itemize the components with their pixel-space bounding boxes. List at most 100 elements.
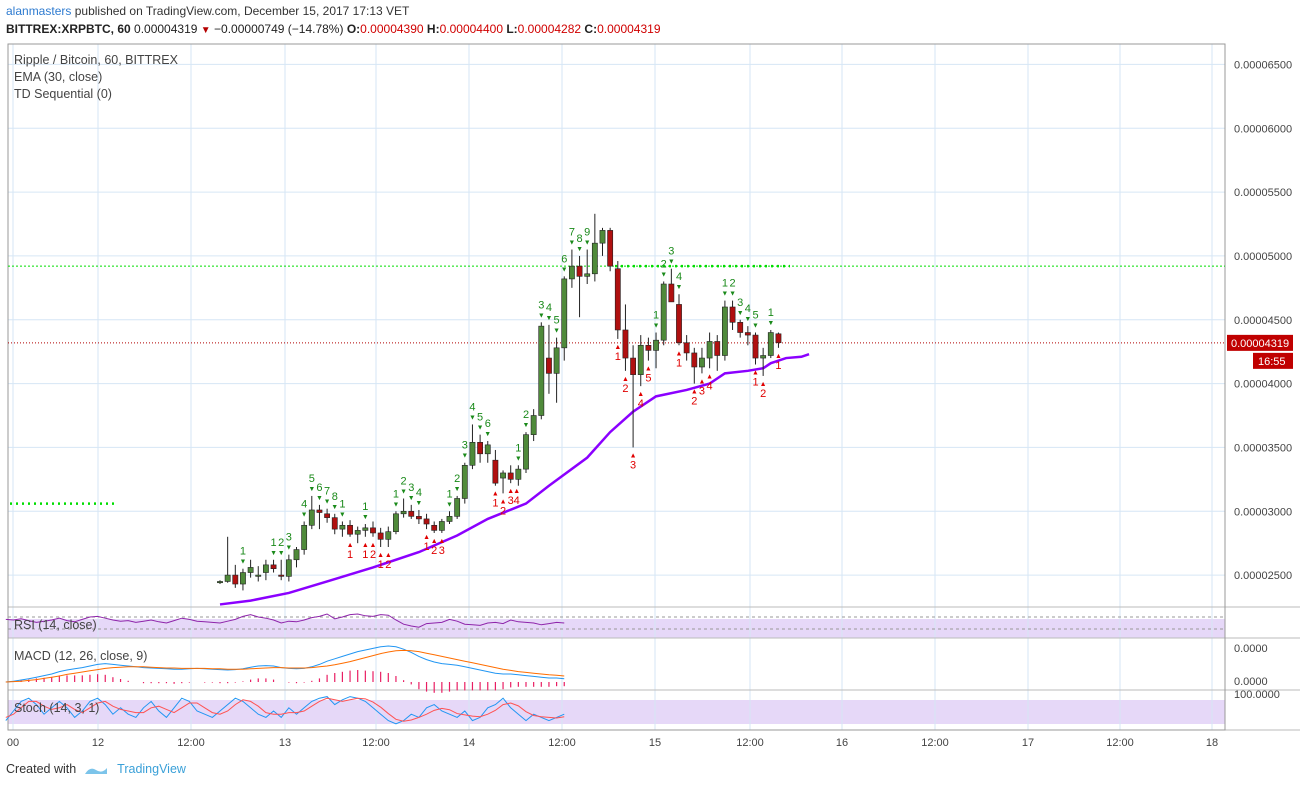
symbol-info-bar: BITTREX:XRPBTC, 60 0.00004319 ▼ −0.00000… (6, 22, 661, 36)
candle-body (217, 581, 223, 584)
td-sell-marker: ▼ (653, 323, 660, 330)
chart-border (7, 43, 1226, 731)
candle-body (576, 265, 583, 277)
countdown-badge (1253, 352, 1293, 369)
candle-body (377, 532, 384, 540)
candle-body (683, 342, 690, 354)
td-buy-marker: ▲ (507, 488, 514, 495)
candle-body (622, 329, 629, 359)
stoch-legend[interactable]: Stoch (14, 3, 1) (14, 701, 100, 715)
td-legend[interactable]: TD Sequential (0) (14, 87, 112, 101)
candle-body (324, 513, 330, 518)
td-buy-count: 3 (439, 545, 445, 557)
y-tick-label: 0.00006000 (1234, 123, 1292, 135)
y-tick-label: 0.00005000 (1234, 251, 1292, 263)
td-buy-marker: ▲ (676, 350, 683, 357)
td-sell-count: 4 (676, 271, 682, 283)
tradingview-brand-link[interactable]: TradingView (117, 762, 186, 776)
td-sell-marker: ▼ (400, 488, 407, 495)
td-buy-marker: ▲ (377, 552, 384, 559)
td-sell-marker: ▼ (584, 240, 591, 247)
candle-body (316, 509, 323, 513)
td-sell-count: 2 (454, 473, 460, 485)
y-tick-label: 0.00002500 (1234, 570, 1292, 582)
candle-body (240, 572, 246, 585)
open-label: O: (346, 22, 361, 36)
td-buy-marker: ▲ (698, 378, 705, 385)
candle-body (255, 574, 262, 577)
td-sell-marker: ▼ (515, 455, 522, 462)
candle-body (347, 524, 353, 535)
td-sell-marker: ▼ (737, 310, 744, 317)
main-series-legend[interactable]: Ripple / Bitcoin, 60, BITTREX (14, 53, 178, 67)
td-buy-count: 4 (707, 380, 713, 392)
td-sell-count: 2 (523, 409, 529, 421)
td-sell-marker: ▼ (660, 271, 667, 278)
td-buy-marker: ▲ (385, 552, 392, 559)
td-sell-count: 8 (332, 491, 338, 503)
macd-legend[interactable]: MACD (12, 26, close, 9) (14, 649, 148, 663)
td-sell-marker: ▼ (477, 425, 484, 432)
td-buy-marker: ▲ (347, 542, 354, 549)
down-arrow-icon: ▼ (200, 25, 211, 36)
td-sell-count: 1 (446, 488, 452, 500)
x-tick-label: 12:00 (1106, 737, 1134, 749)
td-buy-count: 1 (423, 541, 429, 553)
td-sell-marker: ▼ (285, 545, 292, 552)
td-buy-marker: ▲ (637, 391, 644, 398)
td-sell-marker: ▼ (553, 328, 560, 335)
td-buy-count: 1 (615, 351, 621, 363)
td-sell-count: 2 (661, 258, 667, 270)
td-buy-count: 4 (638, 398, 644, 410)
candle-body (415, 516, 422, 520)
candle-body (362, 527, 369, 531)
y-tick-label: 0.00004500 (1234, 315, 1292, 327)
x-tick-label: 15 (649, 737, 661, 749)
candle-body (607, 230, 614, 267)
candle-body (767, 332, 774, 356)
low-label: L: (506, 22, 518, 36)
td-buy-count: 1 (752, 376, 758, 388)
candle-body (599, 230, 606, 244)
rsi-legend[interactable]: RSI (14, close) (14, 618, 97, 632)
candle-body (752, 334, 759, 359)
td-buy-count: 1 (362, 549, 368, 561)
x-tick-label: 18 (1206, 737, 1218, 749)
td-sell-count: 1 (270, 537, 276, 549)
td-sell-count: 1 (240, 546, 246, 558)
publisher-name[interactable]: alanmasters (6, 4, 72, 18)
candle-body (370, 527, 376, 534)
td-buy-marker: ▲ (513, 488, 520, 495)
candle-body (568, 265, 575, 280)
candle-body (653, 339, 659, 351)
price-badge-text: 0.00004319 (1231, 338, 1289, 350)
td-sell-marker: ▼ (721, 291, 728, 298)
td-sell-marker: ▼ (454, 486, 461, 493)
candle-body (637, 344, 644, 375)
candle-body (278, 574, 285, 577)
td-sell-count: 3 (408, 482, 414, 494)
y-tick-label: 0.00003500 (1234, 442, 1292, 454)
td-sell-count: 3 (286, 532, 292, 544)
x-tick-label: 00 (7, 737, 19, 749)
tradingview-logo-icon (84, 767, 107, 774)
candle-body (523, 434, 529, 470)
td-sell-marker: ▼ (561, 266, 568, 273)
candle-body (561, 278, 568, 349)
td-buy-count: 1 (378, 559, 384, 571)
macd-axis-label: 0.0000 (1234, 643, 1268, 655)
ema-legend[interactable]: EMA (30, close) (14, 70, 103, 84)
candle-body (530, 415, 537, 435)
candle-body (354, 530, 361, 535)
td-sell-marker: ▼ (415, 500, 422, 507)
td-buy-marker: ▲ (645, 366, 652, 373)
candle-body (461, 464, 468, 499)
y-tick-label: 0.00003000 (1234, 506, 1292, 518)
candle-body (477, 442, 483, 455)
td-sell-count: 4 (745, 303, 751, 315)
rsi-line (5, 613, 565, 628)
td-sell-count: 5 (477, 412, 483, 424)
footer: Created with TradingView (6, 762, 186, 776)
td-buy-count: 3 (630, 459, 636, 471)
